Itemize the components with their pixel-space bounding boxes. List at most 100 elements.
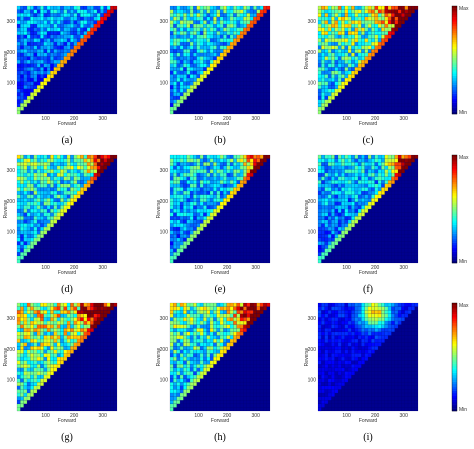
heatmap-cell — [57, 63, 61, 68]
heatmap-cell — [361, 158, 365, 163]
heatmap-cell — [263, 306, 267, 311]
heatmap-cell — [388, 24, 392, 28]
heatmap-cell — [173, 331, 177, 336]
heatmap-cell — [351, 27, 355, 32]
heatmap-cell — [97, 317, 101, 322]
heatmap-cell — [183, 24, 187, 28]
heatmap-cell — [384, 9, 389, 14]
heatmap-cell — [331, 241, 335, 246]
heatmap-cell — [37, 303, 41, 307]
heatmap-cell — [173, 403, 177, 408]
heatmap-cell — [203, 357, 207, 361]
heatmap-cell — [341, 155, 345, 159]
heatmap-cell — [230, 38, 234, 43]
heatmap-cell — [378, 16, 382, 21]
heatmap-cell — [236, 38, 241, 43]
heatmap-cell — [17, 313, 21, 318]
heatmap-cell — [83, 331, 88, 336]
heatmap-cell — [176, 331, 181, 336]
heatmap-cell — [176, 237, 181, 242]
heatmap-cell — [70, 9, 74, 14]
heatmap-cell — [348, 38, 352, 43]
heatmap-cell — [43, 346, 48, 350]
heatmap-cell — [200, 173, 204, 177]
heatmap-cell — [351, 165, 355, 170]
heatmap-cell — [338, 34, 342, 39]
heatmap-cell — [378, 328, 382, 332]
colorbar-segment — [452, 247, 457, 250]
heatmap-cell — [371, 27, 375, 32]
heatmap-cell — [190, 364, 194, 368]
heatmap-cell — [374, 194, 379, 199]
heatmap-cell — [196, 321, 201, 325]
heatmap-cell — [23, 9, 28, 14]
heatmap-cell — [33, 165, 38, 170]
heatmap-cell — [30, 321, 34, 325]
heatmap-cell — [77, 317, 81, 322]
heatmap-cell — [210, 49, 214, 53]
heatmap-cell — [170, 99, 174, 104]
heatmap-cell — [43, 313, 48, 318]
heatmap-cell — [381, 176, 385, 181]
heatmap-cell — [73, 335, 78, 340]
heatmap-cell — [321, 173, 325, 177]
heatmap-cell — [170, 20, 174, 25]
heatmap-cell — [223, 187, 227, 192]
heatmap-cell — [331, 321, 335, 325]
heatmap-cell — [180, 13, 184, 17]
heatmap-cell — [183, 205, 187, 210]
heatmap-cell — [341, 227, 345, 231]
heatmap-cell — [206, 52, 211, 57]
heatmap-cell — [97, 310, 101, 314]
y-tick-label: 300 — [7, 168, 16, 174]
heatmap-cell — [17, 173, 21, 177]
heatmap-cell — [20, 6, 24, 10]
heatmap-cell — [17, 371, 21, 376]
heatmap-cell — [43, 360, 48, 365]
colorbar-segment — [452, 238, 457, 241]
heatmap-cells — [170, 155, 271, 264]
heatmap-cell — [173, 81, 177, 86]
heatmap-cell — [328, 85, 332, 89]
heatmap-cell — [216, 176, 221, 181]
heatmap-cell — [401, 313, 405, 318]
heatmap-cell — [398, 24, 402, 28]
heatmap-cell — [53, 191, 58, 195]
heatmap-cell — [87, 183, 91, 188]
heatmap-cell — [394, 306, 399, 311]
heatmap-cell — [334, 42, 339, 46]
heatmap-cell — [183, 88, 187, 93]
heatmap-cell — [233, 187, 237, 192]
heatmap-cell — [206, 187, 211, 192]
heatmap-cell — [334, 367, 339, 372]
heatmap-cell — [213, 310, 217, 314]
heatmap-cell — [344, 56, 349, 61]
heatmap-cell — [173, 194, 177, 199]
heatmap-cell — [50, 194, 54, 199]
heatmap-cell — [364, 191, 369, 195]
heatmap-cell — [176, 321, 181, 325]
heatmap-cell — [186, 85, 191, 89]
heatmap-cell — [20, 342, 24, 347]
heatmap-cell — [328, 24, 332, 28]
heatmap-cell — [70, 16, 74, 21]
heatmap-cell — [206, 219, 211, 224]
heatmap-cell — [364, 49, 369, 53]
heatmap-cell — [324, 357, 329, 361]
heatmap-cell — [180, 70, 184, 75]
heatmap-cell — [196, 223, 201, 228]
heatmap-cell — [37, 335, 41, 340]
heatmap-cell — [318, 52, 322, 57]
heatmap-cell — [170, 158, 174, 163]
heatmap-cell — [253, 317, 257, 322]
heatmap-cell — [256, 155, 261, 159]
heatmap-cell — [321, 74, 325, 79]
heatmap-cell — [77, 165, 81, 170]
heatmap-cell — [321, 42, 325, 46]
heatmap-cell — [20, 331, 24, 336]
heatmap-cell — [67, 183, 71, 188]
heatmap-cell — [341, 230, 345, 235]
heatmap-cell — [83, 310, 88, 314]
heatmap-cell — [334, 219, 339, 224]
heatmap-cell — [206, 367, 211, 372]
